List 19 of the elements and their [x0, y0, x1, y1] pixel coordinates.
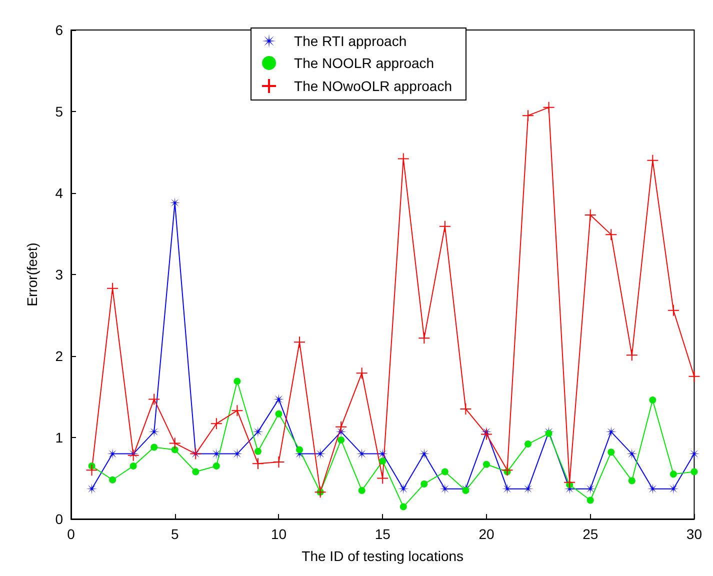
y-tick-label: 6	[55, 22, 64, 38]
x-tick-label: 15	[374, 526, 391, 542]
y-tick-label: 2	[55, 348, 64, 364]
y-axis-title: Error(feet)	[24, 242, 40, 306]
x-axis-title: The ID of testing locations	[302, 548, 464, 564]
x-tick-label: 5	[170, 526, 179, 542]
x-tick-label: 0	[67, 526, 76, 542]
y-tick-label: 5	[55, 104, 64, 120]
y-tick-label: 1	[55, 430, 64, 446]
x-tick-label: 30	[686, 526, 702, 542]
x-tick-label: 10	[270, 526, 287, 542]
legend-label: The NOOLR approach	[294, 55, 434, 71]
legend-label: The NOwoOLR approach	[294, 78, 452, 94]
x-tick-label: 20	[478, 526, 494, 542]
y-tick-label: 0	[55, 511, 64, 527]
y-tick-label: 3	[55, 266, 64, 282]
x-tick-label: 25	[582, 526, 598, 542]
legend-label: The RTI approach	[294, 33, 407, 49]
y-tick-label: 4	[55, 185, 64, 201]
